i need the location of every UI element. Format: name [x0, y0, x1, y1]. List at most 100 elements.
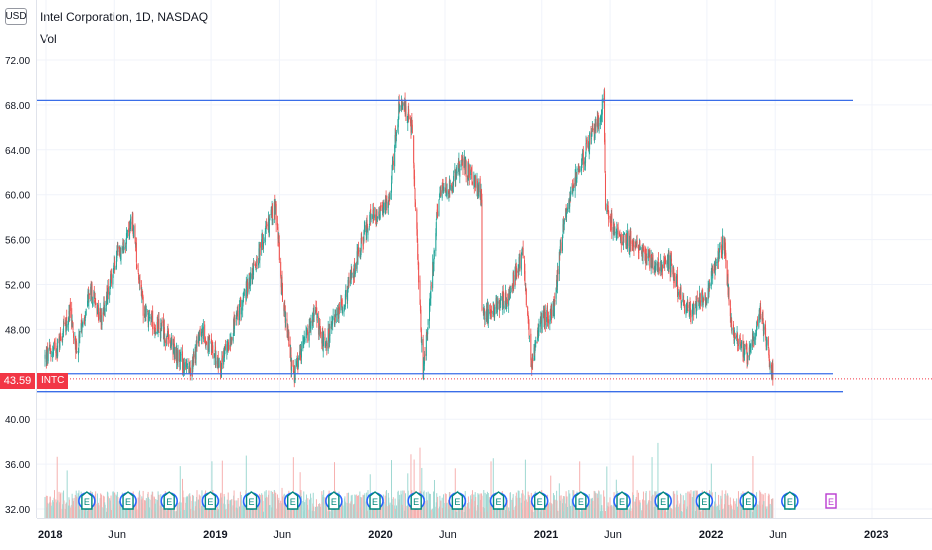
candle-body: [614, 228, 616, 234]
volume-bar: [490, 461, 492, 518]
candle-body: [395, 132, 397, 137]
candle-body: [281, 276, 283, 286]
candle-body: [691, 308, 693, 317]
last-price-label: 43.59: [0, 373, 35, 389]
candle-body: [362, 243, 364, 245]
candle-body: [703, 298, 705, 301]
candle-body: [114, 260, 116, 267]
candle-body: [266, 224, 268, 227]
candle-body: [596, 116, 598, 128]
candle-body: [275, 203, 277, 226]
volume-bar: [582, 508, 584, 518]
candle-body: [357, 247, 359, 254]
candle-body: [138, 277, 140, 283]
candle-body: [232, 336, 234, 342]
candle-body: [616, 231, 618, 232]
candle-body: [88, 294, 90, 295]
volume-bar: [389, 502, 391, 518]
volume-bar: [522, 493, 524, 518]
candle-body: [228, 345, 230, 351]
candle-body: [440, 190, 442, 196]
candle-body: [332, 317, 334, 324]
candle-body: [172, 339, 174, 355]
candle-body: [94, 300, 96, 305]
volume-bar: [403, 490, 405, 518]
volume-indicator-label[interactable]: Vol: [40, 32, 57, 46]
volume-bar: [126, 501, 128, 518]
symbol-title[interactable]: Intel Corporation, 1D, NASDAQ: [40, 10, 209, 24]
candle-body: [531, 361, 533, 369]
candle-body: [306, 330, 308, 333]
candle-body: [84, 317, 86, 322]
candle-body: [218, 357, 220, 367]
candle-body: [416, 229, 418, 243]
candle-body: [613, 224, 615, 231]
candle-body: [186, 361, 188, 363]
candle-body: [62, 331, 64, 336]
candle-body: [205, 341, 207, 345]
candle-body: [161, 320, 163, 324]
candle-body: [604, 139, 606, 173]
candle-body: [414, 202, 416, 207]
volume-bar: [604, 496, 606, 518]
candle-body: [768, 347, 770, 356]
candle-body: [702, 301, 704, 306]
candle-body: [535, 340, 537, 344]
candle-body: [593, 128, 595, 134]
earnings-marker: E: [160, 491, 179, 510]
candle-body: [163, 327, 165, 341]
candle-body: [457, 163, 459, 175]
candle-body: [93, 291, 95, 304]
volume-bar: [411, 508, 413, 518]
candle-body: [456, 171, 458, 174]
candle-body: [138, 274, 140, 280]
volume-bar: [486, 491, 488, 518]
candle-body: [85, 309, 87, 316]
earnings-label: E: [578, 497, 584, 507]
candle-body: [521, 248, 523, 251]
volume-bar: [335, 508, 337, 518]
volume-bar: [270, 490, 272, 518]
candle-body: [55, 350, 57, 355]
candle-body: [724, 242, 726, 252]
candle-body: [671, 258, 673, 262]
earnings-marker: E: [242, 491, 261, 510]
candle-body: [560, 242, 562, 251]
candle-body: [153, 328, 155, 330]
candle-body: [100, 310, 102, 316]
volume-bar: [449, 507, 451, 518]
currency-button[interactable]: USD: [5, 8, 27, 25]
candle-body: [433, 261, 435, 273]
volume-bar: [239, 491, 241, 518]
candle-body: [76, 342, 78, 350]
volume-bar: [688, 491, 690, 518]
volume-bar: [562, 495, 564, 518]
volume-bar: [446, 502, 448, 518]
candle-body: [671, 264, 673, 276]
candle-body: [106, 295, 108, 306]
volume-bar: [425, 492, 427, 518]
candle-body: [297, 364, 299, 371]
price-axis-tick: 36.00: [5, 460, 30, 471]
volume-bar: [366, 492, 368, 518]
candle-body: [646, 256, 648, 259]
candle-body: [687, 304, 689, 309]
candle-body: [140, 284, 142, 296]
candle-body: [249, 276, 251, 287]
candle-body: [654, 266, 656, 268]
candle-body: [254, 263, 256, 266]
volume-bar: [183, 497, 185, 518]
candle-body: [293, 371, 295, 382]
candle-body: [721, 251, 723, 253]
candle-body: [369, 214, 371, 225]
volume-bar: [303, 491, 305, 518]
candle-body: [209, 339, 211, 341]
volume-bar: [448, 500, 450, 518]
volume-bar: [595, 493, 597, 518]
candle-body: [484, 318, 486, 319]
candle-body: [731, 327, 733, 331]
candle-body: [608, 210, 610, 220]
candle-body: [334, 315, 336, 325]
candle-body: [313, 312, 315, 317]
